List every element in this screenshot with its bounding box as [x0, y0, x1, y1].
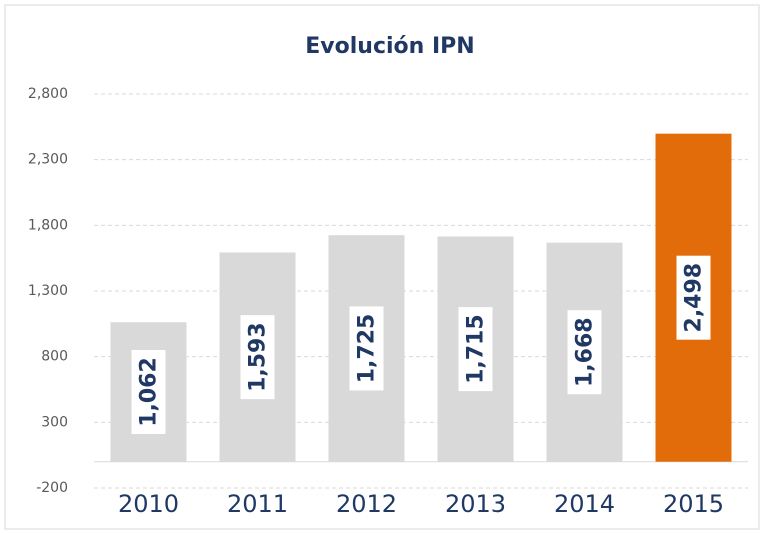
value-label: 1,062 [137, 357, 162, 427]
value-label-box [567, 310, 602, 395]
x-tick-label: 2011 [227, 490, 288, 518]
value-label-group: 1,715 [458, 307, 493, 392]
x-tick-label: 2015 [663, 490, 724, 518]
y-tick-label: 1,800 [28, 217, 68, 233]
y-tick-label: 800 [41, 349, 68, 365]
value-label-box [349, 306, 384, 391]
value-label-box [676, 255, 711, 340]
y-tick-label: 300 [41, 414, 68, 430]
y-tick-label: 2,300 [28, 152, 68, 168]
y-tick-label: 2,800 [28, 86, 68, 102]
chart-frame [4, 4, 760, 530]
x-tick-label: 2013 [445, 490, 506, 518]
value-label: 1,725 [355, 314, 380, 384]
y-tick-label: -200 [36, 480, 68, 496]
value-label-group: 1,593 [240, 315, 275, 400]
value-label-group: 1,668 [567, 310, 602, 395]
x-tick-label: 2012 [336, 490, 397, 518]
value-label: 2,498 [682, 263, 707, 333]
value-label-box [458, 307, 493, 392]
value-label: 1,715 [464, 314, 489, 384]
value-label-box [131, 349, 166, 434]
value-label: 1,668 [573, 317, 598, 387]
x-tick-label: 2014 [554, 490, 615, 518]
value-label-group: 1,725 [349, 306, 384, 391]
value-label-group: 1,062 [131, 349, 166, 434]
value-label-box [240, 315, 275, 400]
chart-title: Evolución IPN [305, 34, 474, 59]
value-label: 1,593 [246, 322, 271, 392]
value-label-group: 2,498 [676, 255, 711, 340]
y-tick-label: 1,300 [28, 283, 68, 299]
x-tick-label: 2010 [118, 490, 179, 518]
